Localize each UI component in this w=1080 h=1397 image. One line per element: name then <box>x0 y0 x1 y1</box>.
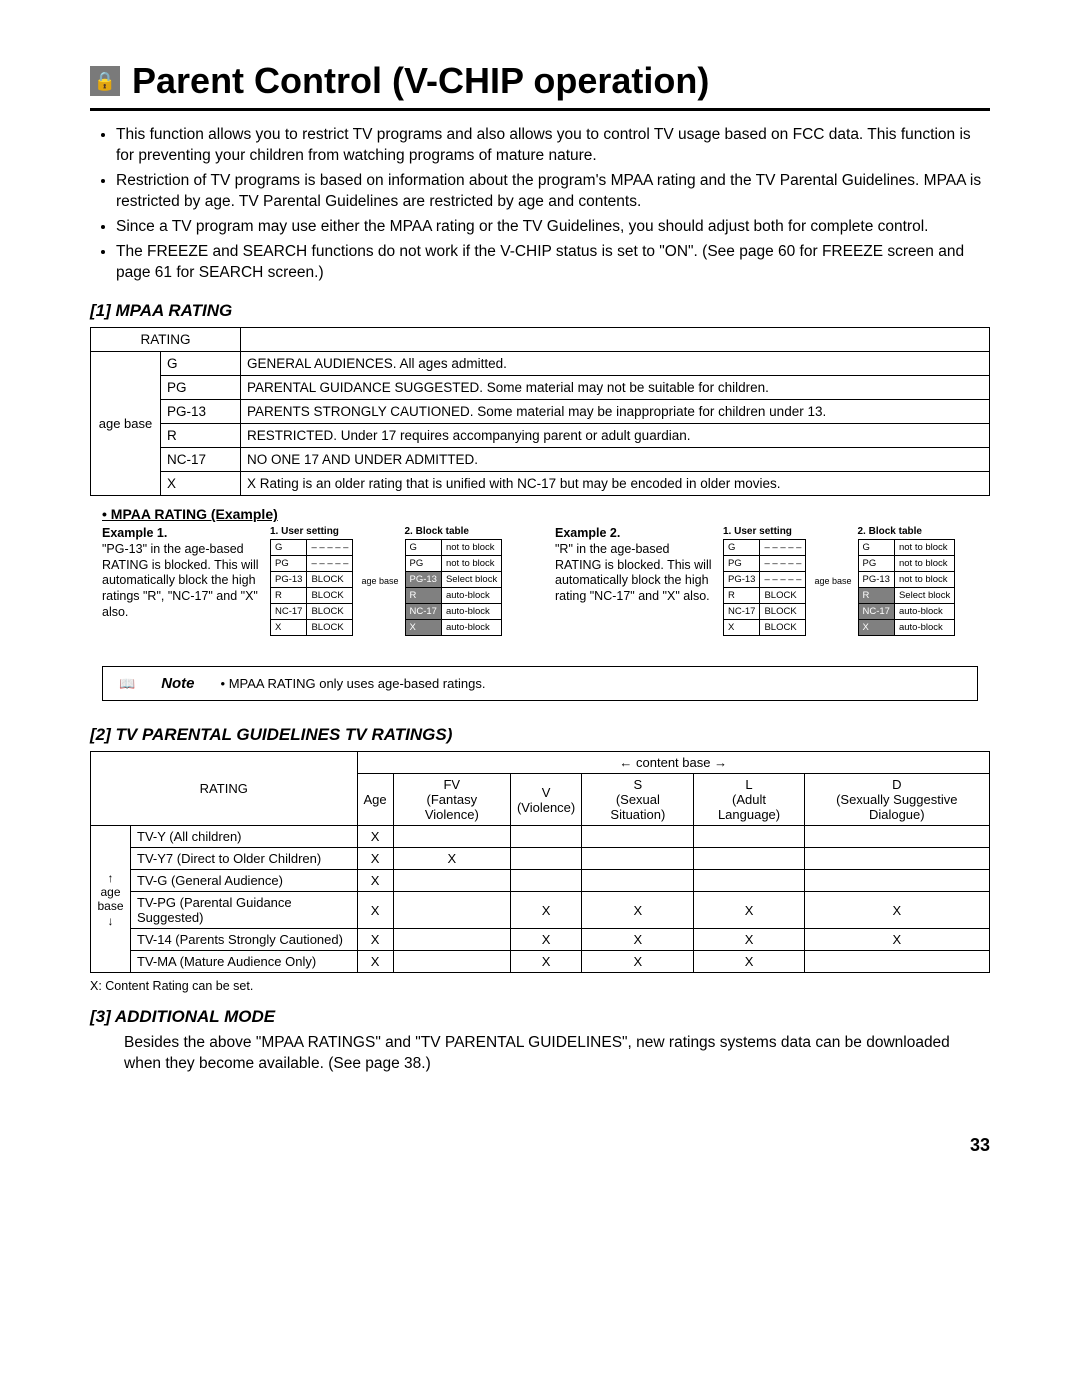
rating-desc: PARENTAL GUIDANCE SUGGESTED. Some materi… <box>241 376 990 400</box>
intro-bullet: Restriction of TV programs is based on i… <box>116 171 990 213</box>
intro-bullet: The FREEZE and SEARCH functions do not w… <box>116 242 990 284</box>
example1-block-table-wrap: age base 2. Block table Gnot to block PG… <box>361 526 502 636</box>
rating-code: R <box>161 424 241 448</box>
tv-table-foot-note: X: Content Rating can be set. <box>90 979 990 993</box>
page-title: Parent Control (V-CHIP operation) <box>132 60 709 102</box>
rating-desc: PARENTS STRONGLY CAUTIONED. Some materia… <box>241 400 990 424</box>
col-head: Age <box>357 774 393 826</box>
col-head: L(Adult Language) <box>694 774 804 826</box>
book-icon: 📖 <box>119 676 135 692</box>
rating-code: NC-17 <box>161 448 241 472</box>
tv-rating-name: TV-PG (Parental Guidance Suggested) <box>131 892 358 929</box>
page-number: 33 <box>90 1135 990 1156</box>
rating-desc: NO ONE 17 AND UNDER ADMITTED. <box>241 448 990 472</box>
example-column: Example 1. "PG-13" in the age-based RATI… <box>102 526 537 636</box>
tv-rating-name: TV-G (General Audience) <box>131 870 358 892</box>
rating-code: PG <box>161 376 241 400</box>
section3-heading: [3] ADDITIONAL MODE <box>90 1007 990 1027</box>
example1-text: Example 1. "PG-13" in the age-based RATI… <box>102 526 262 636</box>
col-head: D(Sexually Suggestive Dialogue) <box>804 774 989 826</box>
block-table: Gnot to block PGnot to block PG-13not to… <box>858 539 956 636</box>
content-base-header: ← content base → <box>357 752 990 774</box>
title-row: 🔒 Parent Control (V-CHIP operation) <box>90 60 990 111</box>
user-caption: 1. User setting <box>723 526 806 537</box>
user-setting-table: G– – – – – PG– – – – – PG-13– – – – – RB… <box>723 539 806 636</box>
note-label: Note <box>155 675 200 692</box>
example2-block-table-wrap: age base 2. Block table Gnot to block PG… <box>814 526 955 636</box>
rating-code: X <box>161 472 241 496</box>
age-base-side-label: age base <box>814 577 851 587</box>
intro-bullet: This function allows you to restrict TV … <box>116 125 990 167</box>
rating-desc: RESTRICTED. Under 17 requires accompanyi… <box>241 424 990 448</box>
rating-code: PG-13 <box>161 400 241 424</box>
tv-rating-name: TV-Y7 (Direct to Older Children) <box>131 848 358 870</box>
age-base-vertical-label: ↑ age base ↓ <box>91 826 131 973</box>
age-base-side-label: age base <box>361 577 398 587</box>
tv-rating-name: TV-Y (All children) <box>131 826 358 848</box>
age-base-label: age base <box>91 352 161 496</box>
col-head: FV(Fantasy Violence) <box>393 774 510 826</box>
block-caption: 2. Block table <box>405 526 503 537</box>
mpaa-rating-table: RATING age base G GENERAL AUDIENCES. All… <box>90 327 990 496</box>
example1-user-setting: 1. User setting G– – – – – PG– – – – – P… <box>270 526 353 636</box>
example2-user-setting: 1. User setting G– – – – – PG– – – – – P… <box>723 526 806 636</box>
tv-parental-table: RATING ← content base → Age FV(Fantasy V… <box>90 751 990 973</box>
example-column: Example 2. "R" in the age-based RATING i… <box>555 526 990 636</box>
user-caption: 1. User setting <box>270 526 353 537</box>
section1-heading: [1] MPAA RATING <box>90 301 990 321</box>
examples-row: Example 1. "PG-13" in the age-based RATI… <box>102 526 990 636</box>
note-text: • MPAA RATING only uses age-based rating… <box>221 676 486 691</box>
section3-text: Besides the above "MPAA RATINGS" and "TV… <box>124 1033 990 1075</box>
mpaa-example-subhead: • MPAA RATING (Example) <box>102 506 990 522</box>
user-setting-table: G– – – – – PG– – – – – PG-13BLOCK RBLOCK… <box>270 539 353 636</box>
rating-code: G <box>161 352 241 376</box>
rating-header: RATING <box>91 328 241 352</box>
col-head: S(Sexual Situation) <box>582 774 694 826</box>
section2-heading: [2] TV PARENTAL GUIDELINES TV RATINGS) <box>90 725 990 745</box>
rating-desc: GENERAL AUDIENCES. All ages admitted. <box>241 352 990 376</box>
example1-body: "PG-13" in the age-based RATING is block… <box>102 542 259 619</box>
col-head: V(Violence) <box>510 774 581 826</box>
tv-rating-name: TV-14 (Parents Strongly Cautioned) <box>131 929 358 951</box>
note-box: 📖 Note • MPAA RATING only uses age-based… <box>102 666 978 701</box>
example2-title: Example 2. <box>555 526 620 540</box>
rating-header: RATING <box>91 752 358 826</box>
example1-title: Example 1. <box>102 526 167 540</box>
block-table: Gnot to block PGnot to block PG-13Select… <box>405 539 503 636</box>
example2-body: "R" in the age-based RATING is blocked. … <box>555 542 712 603</box>
intro-bullet: Since a TV program may use either the MP… <box>116 217 990 238</box>
page-container: 🔒 Parent Control (V-CHIP operation) This… <box>0 0 1080 1196</box>
empty-cell <box>241 328 990 352</box>
example2-text: Example 2. "R" in the age-based RATING i… <box>555 526 715 636</box>
block-caption: 2. Block table <box>858 526 956 537</box>
rating-desc: X Rating is an older rating that is unif… <box>241 472 990 496</box>
intro-block: This function allows you to restrict TV … <box>90 125 990 283</box>
tv-rating-name: TV-MA (Mature Audience Only) <box>131 951 358 973</box>
lock-icon: 🔒 <box>90 66 120 96</box>
